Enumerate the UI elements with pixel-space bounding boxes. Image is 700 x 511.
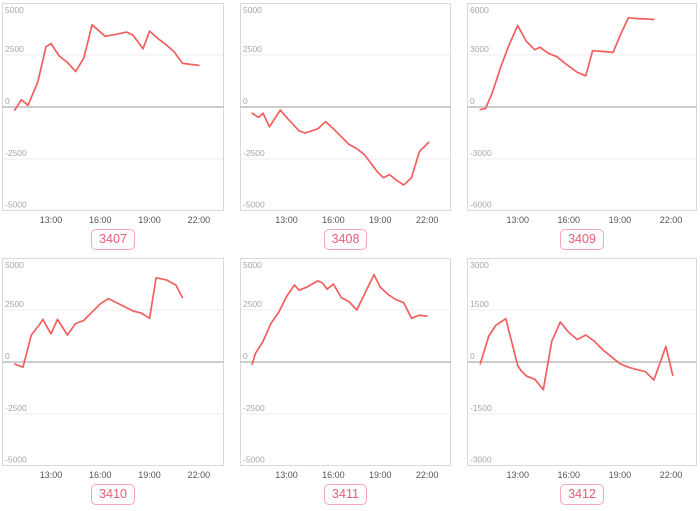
y-tick-label: -5000 (243, 455, 265, 465)
x-tick-label: 16:00 (89, 470, 112, 480)
badge-row: 3412 (467, 480, 697, 505)
x-tick-label: 22:00 (188, 215, 211, 225)
x-tick-label: 16:00 (558, 470, 581, 480)
chart-svg: 3000 1500 0 -1500 -3000 13:00 16:00 19:00 22:00 (467, 258, 697, 480)
y-tick-label: 0 (243, 96, 248, 106)
x-tick-label: 13:00 (275, 215, 298, 225)
y-tick-label: -3000 (470, 148, 492, 158)
x-tick-label: 19:00 (609, 215, 632, 225)
chart-id-badge[interactable]: 3407 (91, 229, 135, 250)
y-tick-label: 6000 (470, 5, 489, 15)
chart-id-badge[interactable]: 3410 (91, 484, 135, 505)
y-tick-label: 0 (5, 351, 10, 361)
x-tick-label: 13:00 (40, 470, 63, 480)
line-chart[interactable]: 5000 2500 0 -2500 -5000 13:00 16:00 19:00 22:00 (2, 258, 224, 480)
y-tick-label: 0 (470, 96, 475, 106)
y-tick-label: 3000 (470, 44, 489, 54)
x-tick-label: 22:00 (660, 215, 683, 225)
y-tick-label: -1500 (470, 403, 492, 413)
chart-id-badge[interactable]: 3408 (323, 229, 368, 250)
y-tick-label: -2500 (5, 403, 27, 413)
x-tick-label: 22:00 (188, 470, 211, 480)
y-tick-label: -2500 (243, 148, 265, 158)
x-tick-label: 22:00 (416, 470, 439, 480)
y-tick-label: 2500 (5, 44, 24, 54)
chart-panel-3409: 6000 3000 0 -3000 -6000 13:00 16:00 19:00 22:00 … (467, 3, 697, 250)
x-tick-label: 19:00 (138, 215, 161, 225)
x-tick-label: 13:00 (506, 215, 529, 225)
x-tick-label: 22:00 (416, 215, 439, 225)
badge-row: 3409 (467, 225, 697, 250)
y-tick-label: 0 (470, 351, 475, 361)
line-chart[interactable]: 5000 2500 0 -2500 -5000 13:00 16:00 19:00 22:00 (2, 3, 224, 225)
chart-svg: 5000 2500 0 -2500 -5000 13:00 16:00 19:00 22:00 (2, 258, 224, 480)
series-line (479, 16, 655, 111)
y-tick-label: -5000 (5, 200, 27, 210)
x-tick-label: 16:00 (322, 470, 345, 480)
chart-svg: 6000 3000 0 -3000 -6000 13:00 16:00 19:00 22:00 (467, 3, 697, 225)
line-chart[interactable]: 3000 1500 0 -1500 -3000 13:00 16:00 19:00 22:00 (467, 258, 697, 480)
chart-svg: 5000 2500 0 -2500 -5000 13:00 16:00 19:00 22:00 (240, 258, 451, 480)
y-tick-label: 1500 (470, 299, 489, 309)
x-tick-label: 16:00 (558, 215, 581, 225)
y-tick-label: -5000 (243, 200, 265, 210)
x-tick-label: 19:00 (609, 470, 632, 480)
x-tick-label: 13:00 (506, 470, 529, 480)
series-line (13, 276, 184, 369)
chart-svg: 5000 2500 0 -2500 -5000 13:00 16:00 19:00 22:00 (240, 3, 451, 225)
badge-row: 3407 (2, 225, 224, 250)
x-tick-label: 19:00 (138, 470, 161, 480)
x-tick-label: 19:00 (369, 215, 392, 225)
y-tick-label: 0 (243, 351, 248, 361)
x-tick-label: 16:00 (89, 215, 112, 225)
x-tick-label: 16:00 (322, 215, 345, 225)
y-tick-label: -2500 (5, 148, 27, 158)
chart-panel-3408: 5000 2500 0 -2500 -5000 13:00 16:00 19:00 22:00 … (240, 3, 451, 250)
series-line (13, 23, 200, 111)
chart-id-badge[interactable]: 3409 (560, 229, 604, 250)
line-chart[interactable]: 5000 2500 0 -2500 -5000 13:00 16:00 19:00 22:00 (240, 3, 451, 225)
line-chart[interactable]: 5000 2500 0 -2500 -5000 13:00 16:00 19:00 22:00 (240, 258, 451, 480)
y-tick-label: 5000 (243, 5, 262, 15)
y-tick-label: -3000 (470, 455, 492, 465)
series-line (479, 317, 674, 391)
y-tick-label: -2500 (243, 403, 265, 413)
y-tick-label: -5000 (5, 455, 27, 465)
chart-panel-3410: 5000 2500 0 -2500 -5000 13:00 16:00 19:00 22:00 … (2, 258, 224, 505)
chart-panel-3412: 3000 1500 0 -1500 -3000 13:00 16:00 19:00 22:00 … (467, 258, 697, 505)
y-tick-label: 5000 (243, 260, 262, 270)
badge-row: 3411 (240, 480, 451, 505)
chart-id-badge[interactable]: 3412 (560, 484, 604, 505)
line-chart[interactable]: 6000 3000 0 -3000 -6000 13:00 16:00 19:00 22:00 (467, 3, 697, 225)
y-tick-label: -6000 (470, 200, 492, 210)
x-tick-label: 13:00 (40, 215, 63, 225)
badge-row: 3408 (240, 225, 451, 250)
chart-panel-3407: 5000 2500 0 -2500 -5000 13:00 16:00 19:00 22:00 … (2, 3, 224, 250)
chart-id-badge[interactable]: 3411 (324, 484, 367, 505)
badge-row: 3410 (2, 480, 224, 505)
series-line (251, 273, 428, 365)
chart-panel-3411: 5000 2500 0 -2500 -5000 13:00 16:00 19:00 22:00 … (240, 258, 451, 505)
y-tick-label: 2500 (243, 299, 262, 309)
series-line (251, 109, 430, 186)
x-tick-label: 19:00 (369, 470, 392, 480)
x-tick-label: 13:00 (275, 470, 298, 480)
y-tick-label: 2500 (243, 44, 262, 54)
y-tick-label: 3000 (470, 260, 489, 270)
y-tick-label: 0 (5, 96, 10, 106)
x-tick-label: 22:00 (660, 470, 683, 480)
y-tick-label: 5000 (5, 5, 24, 15)
chart-svg: 5000 2500 0 -2500 -5000 13:00 16:00 19:00 22:00 (2, 3, 224, 225)
y-tick-label: 5000 (5, 260, 24, 270)
y-tick-label: 2500 (5, 299, 24, 309)
